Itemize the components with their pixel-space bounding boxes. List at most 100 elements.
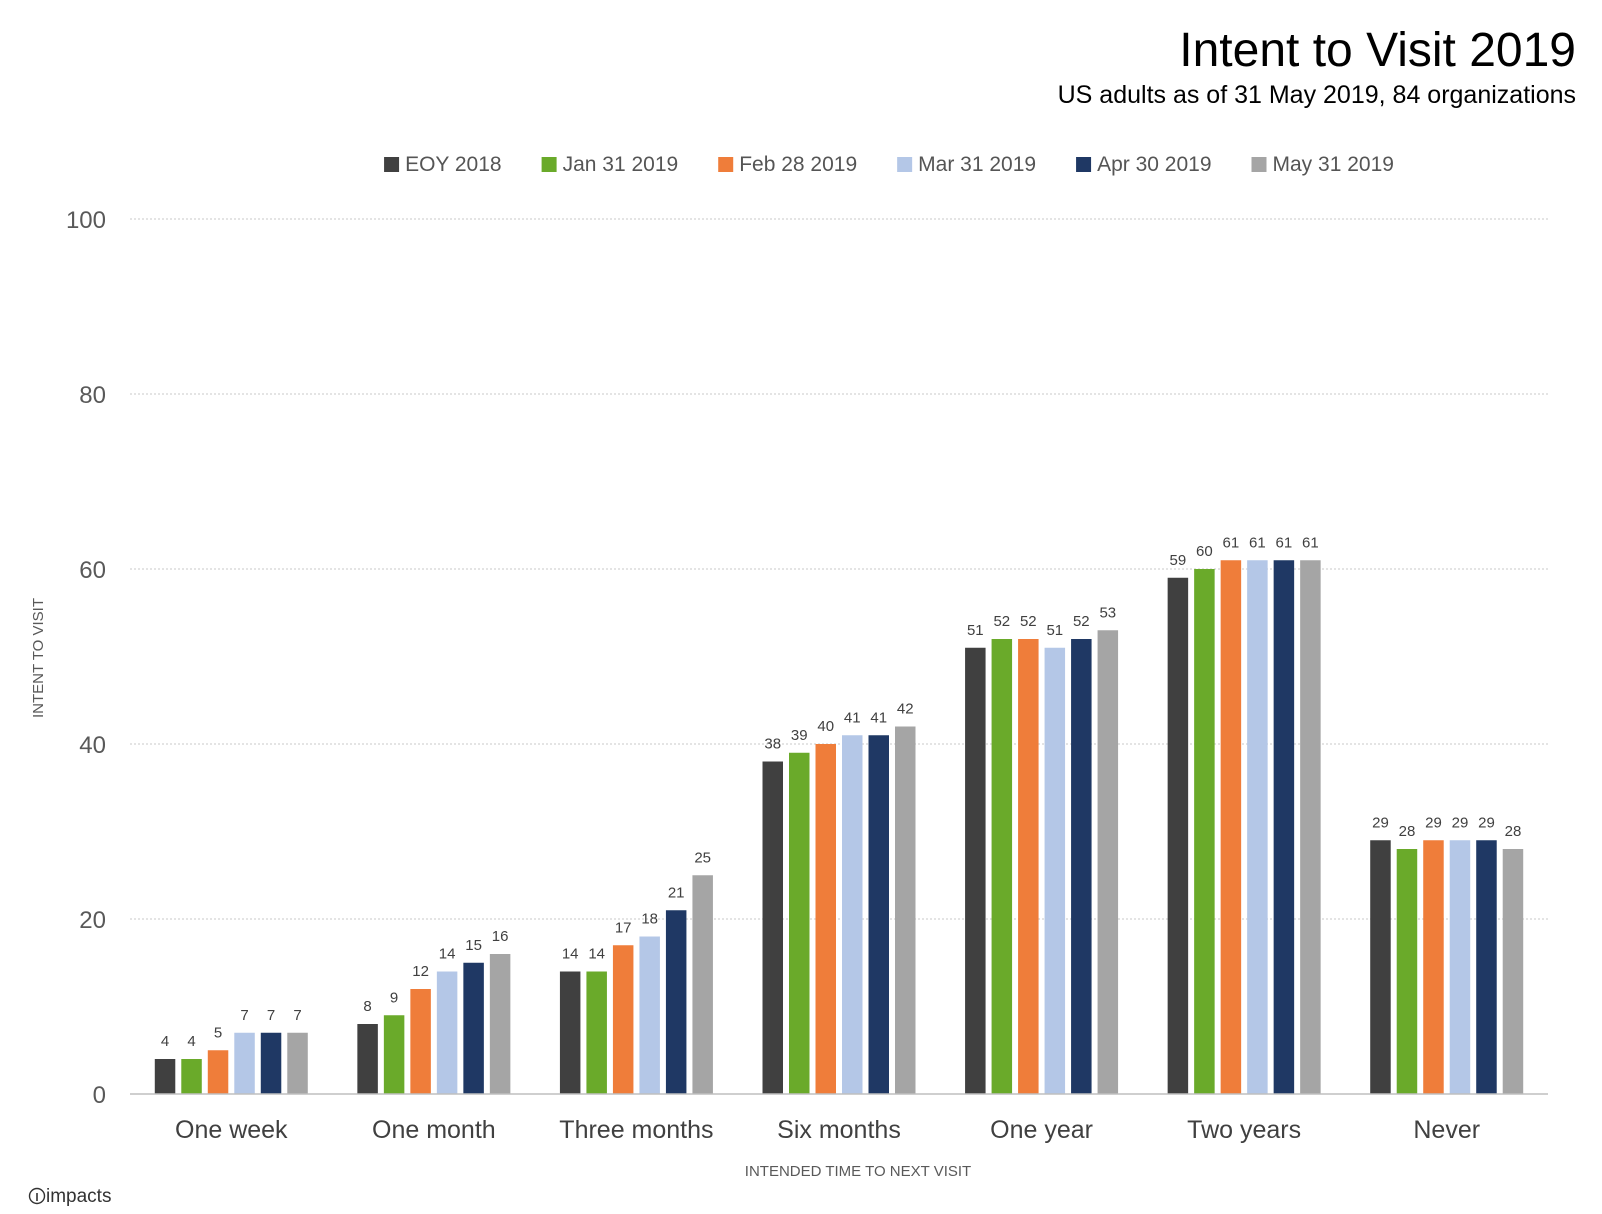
- data-label: 29: [1425, 814, 1442, 831]
- data-label: 28: [1505, 823, 1522, 840]
- data-label: 38: [764, 736, 781, 753]
- x-axis-categories: One week One month Three months Six months O…: [175, 1116, 1480, 1144]
- data-label: 5: [214, 1024, 222, 1041]
- bar: [1449, 840, 1471, 1094]
- legend-label: Jan 31 2019: [563, 153, 679, 176]
- data-label: 61: [1249, 534, 1266, 551]
- chart-title: Intent to Visit 2019: [1179, 24, 1576, 77]
- logo-mark-icon: [28, 1187, 46, 1205]
- gridlines: [130, 218, 1548, 920]
- x-category-label: Six months: [777, 1116, 901, 1144]
- legend-item: Apr 30 2019: [1076, 153, 1212, 176]
- data-label: 29: [1372, 814, 1389, 831]
- bar: [287, 1032, 308, 1094]
- data-label: 40: [817, 718, 834, 735]
- logo-text: impacts: [46, 1186, 111, 1207]
- data-label: 61: [1276, 534, 1293, 551]
- bar: [1502, 849, 1524, 1094]
- data-label: 52: [1020, 613, 1037, 630]
- legend-label: EOY 2018: [405, 153, 502, 176]
- x-category-label: One year: [990, 1116, 1093, 1144]
- legend-label: May 31 2019: [1273, 153, 1394, 176]
- x-category-label: One month: [372, 1116, 496, 1144]
- bar: [1370, 840, 1391, 1094]
- data-label: 12: [412, 963, 429, 980]
- data-label: 25: [694, 849, 711, 866]
- bar: [762, 761, 783, 1094]
- data-label: 29: [1478, 814, 1495, 831]
- legend-label: Feb 28 2019: [739, 153, 857, 176]
- data-label: 17: [615, 919, 632, 936]
- legend-swatch: [897, 157, 913, 172]
- data-label: 16: [492, 928, 509, 945]
- data-label: 14: [562, 946, 579, 963]
- chart-subtitle: US adults as of 31 May 2019, 84 organiza…: [1058, 81, 1576, 109]
- legend-item: Feb 28 2019: [718, 153, 857, 176]
- x-axis-title: INTENDED TIME TO NEXT VISIT: [745, 1163, 971, 1180]
- data-label: 8: [363, 998, 371, 1015]
- legend-swatch: [384, 157, 400, 172]
- data-label: 18: [641, 911, 658, 928]
- data-label: 53: [1099, 604, 1116, 621]
- x-category-label: Never: [1413, 1116, 1480, 1144]
- bar: [842, 735, 863, 1094]
- data-label: 14: [588, 946, 605, 963]
- data-label: 42: [897, 701, 914, 718]
- bar: [1194, 569, 1215, 1094]
- impacts-logo: impacts: [28, 1186, 111, 1207]
- y-tick-label: 20: [79, 907, 106, 934]
- bar: [1018, 639, 1039, 1094]
- bar: [357, 1024, 378, 1094]
- bar: [1396, 849, 1418, 1094]
- data-label: 14: [439, 946, 456, 963]
- bar-series: [154, 560, 1524, 1094]
- data-label: 52: [993, 613, 1010, 630]
- x-category-label: Three months: [559, 1116, 713, 1144]
- data-label: 21: [668, 884, 685, 901]
- y-tick-label: 40: [79, 732, 106, 759]
- bar: [1071, 639, 1092, 1094]
- data-label: 41: [870, 709, 887, 726]
- data-label: 28: [1399, 823, 1416, 840]
- legend-label: Mar 31 2019: [918, 153, 1036, 176]
- legend-item: May 31 2019: [1251, 153, 1394, 176]
- legend-swatch: [541, 157, 557, 172]
- bar: [234, 1032, 255, 1094]
- bar: [991, 639, 1013, 1094]
- data-label: 61: [1302, 534, 1319, 551]
- bar: [692, 875, 713, 1094]
- legend-item: Jan 31 2019: [541, 153, 679, 176]
- bar: [436, 971, 458, 1094]
- bar: [489, 954, 511, 1094]
- y-axis-title: INTENT TO VISIT: [30, 598, 47, 718]
- data-label: 60: [1196, 543, 1213, 560]
- bar: [410, 989, 431, 1094]
- bar: [1167, 577, 1189, 1094]
- legend-swatch: [1251, 157, 1267, 172]
- y-tick-label: 80: [79, 382, 106, 409]
- bar: [1044, 647, 1066, 1094]
- bar: [463, 962, 484, 1094]
- data-label: 7: [267, 1007, 275, 1024]
- legend-item: EOY 2018: [384, 153, 502, 176]
- bar: [207, 1050, 229, 1094]
- y-tick-label: 100: [66, 207, 106, 234]
- x-category-label: Two years: [1187, 1116, 1301, 1144]
- data-label: 61: [1223, 534, 1240, 551]
- data-label: 7: [293, 1007, 301, 1024]
- bar: [965, 647, 986, 1094]
- data-label: 51: [967, 622, 984, 639]
- bar: [181, 1059, 202, 1094]
- bar: [383, 1015, 405, 1094]
- data-labels: 4 4 5 7 7 7 8 9 12 14 15 16 14 14 17 18 21 25 38 39 40 41 41 42…: [161, 534, 1521, 1050]
- bar: [260, 1032, 282, 1094]
- data-label: 41: [844, 709, 861, 726]
- legend-swatch: [718, 157, 734, 172]
- data-label: 4: [161, 1033, 169, 1050]
- bar: [1097, 630, 1119, 1094]
- bar: [789, 752, 810, 1094]
- data-label: 15: [465, 937, 482, 954]
- data-label: 7: [240, 1007, 248, 1024]
- legend-swatch: [1076, 157, 1092, 172]
